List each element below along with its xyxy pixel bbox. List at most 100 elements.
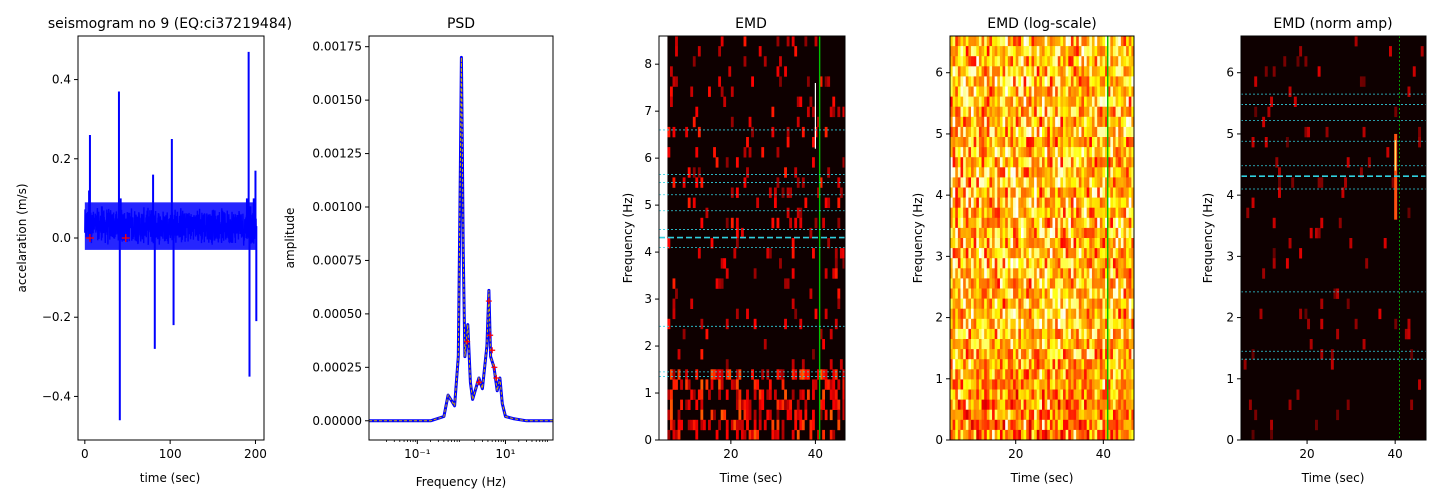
emd-norm-cell — [1320, 349, 1324, 360]
emd-log-cell — [965, 318, 969, 330]
emd-log-cell — [1057, 389, 1061, 400]
emd-cell — [786, 409, 790, 421]
emd-log-cell — [981, 207, 985, 219]
emd-log-cell — [999, 96, 1003, 107]
emd-log-cell — [960, 278, 964, 289]
emd-log-cell — [1118, 147, 1122, 158]
emd-log-cell — [1081, 36, 1085, 47]
emd-log-cell — [1018, 217, 1022, 229]
emd-log-cell — [968, 217, 972, 229]
emd-log-cell — [1034, 207, 1038, 219]
emd-log-cell — [960, 409, 964, 421]
emd-log-cell — [1115, 217, 1119, 229]
psd-xtick-label: 10⁻¹ — [404, 447, 431, 461]
emd-log-cell — [1081, 238, 1085, 249]
emd-log-cell — [1013, 328, 1017, 340]
emd-log-cell — [1102, 258, 1106, 269]
emd-log-cell — [1015, 419, 1019, 431]
emd-norm-panel: EMD (norm amp) Time (sec) Frequency (Hz)… — [1201, 16, 1427, 485]
emd-log-cell — [960, 318, 964, 330]
emd-log-cell — [1044, 157, 1048, 168]
emd-log-cell — [971, 36, 974, 47]
emd-log-cell — [1052, 217, 1056, 229]
emd-log-cell — [1042, 46, 1045, 57]
emd-log-cell — [1013, 167, 1017, 178]
emd-log-cell — [1081, 187, 1085, 198]
emd-cell — [812, 349, 815, 360]
emd-norm-cell — [1309, 227, 1313, 239]
emd-log-cell — [1039, 308, 1043, 320]
emd-log-cell — [1031, 318, 1035, 330]
emd-cell — [672, 76, 676, 87]
emd-cell — [779, 56, 782, 67]
emd-log-cell — [1070, 46, 1074, 57]
emd-log-cell — [989, 308, 993, 320]
emd-norm-cell — [1362, 126, 1366, 138]
emd-log-cell — [976, 76, 980, 87]
emd-log-cell — [981, 288, 985, 299]
emd-log-cell — [1099, 167, 1103, 178]
emd-log-cell — [1055, 46, 1059, 57]
emd-log-cell — [1112, 207, 1116, 219]
emd-log-cell — [952, 147, 956, 158]
emd-log-cell — [992, 318, 995, 330]
emd-log-cell — [1034, 46, 1038, 57]
emd-log-cell — [1076, 46, 1080, 57]
emd-log-cell — [965, 106, 969, 118]
emd-log-cell — [1057, 369, 1061, 380]
emd-log-cell — [1091, 339, 1095, 350]
emd-log-cell — [957, 248, 961, 259]
emd-log-cell — [1039, 76, 1043, 87]
emd-log-cell — [1099, 268, 1103, 279]
emd-log-cell — [1110, 227, 1114, 239]
emd-log-cell — [992, 409, 995, 421]
emd-log-cell — [950, 116, 953, 128]
emd-log-cell — [1007, 86, 1011, 97]
emd-log-cell — [1115, 187, 1119, 198]
emd-log-cell — [1107, 278, 1111, 289]
emd-log-cell — [1089, 207, 1093, 219]
emd-norm-cell — [1407, 207, 1411, 219]
emd-log-cell — [1091, 126, 1095, 138]
emd-norm-cell — [1349, 238, 1353, 249]
emd-log-cell — [1036, 167, 1040, 178]
emd-log-cell — [1023, 399, 1027, 410]
emd-cell — [789, 409, 793, 421]
emd-cell — [801, 126, 805, 138]
emd-log-cell — [1039, 96, 1043, 107]
emd-log-cell — [1105, 238, 1109, 249]
emd-log-cell — [963, 379, 967, 390]
emd-log-cell — [1034, 66, 1038, 77]
emd-log-cell — [994, 399, 998, 410]
emd-log-cell — [984, 207, 988, 219]
emd-cell — [834, 389, 838, 400]
emd-log-cell — [1060, 409, 1064, 421]
emd-cell — [781, 429, 785, 441]
emd-log-cell — [999, 187, 1003, 198]
emd-cell — [822, 389, 826, 400]
emd-log-cell — [1015, 369, 1019, 380]
emd-log-cell — [1086, 207, 1090, 219]
emd-log-cell — [1026, 126, 1030, 138]
emd-log-cell — [984, 177, 988, 188]
emd-log-cell — [957, 399, 961, 410]
emd-cell — [819, 409, 823, 421]
emd-log-cell — [971, 56, 974, 67]
emd-cell — [690, 419, 694, 431]
emd-log-cell — [1020, 379, 1024, 390]
emd-log-cell — [1010, 36, 1014, 47]
emd-log-cell — [1042, 349, 1045, 360]
emd-log-cell — [1084, 238, 1087, 249]
emd-log-cell — [950, 96, 953, 107]
emd-cell — [669, 86, 673, 97]
emd-log-cell — [971, 207, 974, 219]
emd-log-cell — [1068, 278, 1072, 289]
emd-log-cell — [1055, 126, 1059, 138]
emd-log-cell — [1015, 318, 1019, 330]
emd-cell — [715, 157, 719, 168]
emd-cell — [796, 96, 800, 107]
emd-log-cell — [1131, 359, 1135, 370]
emd-log-cell — [973, 217, 977, 229]
emd-log-cell — [1063, 187, 1066, 198]
emd-cell — [751, 126, 754, 138]
